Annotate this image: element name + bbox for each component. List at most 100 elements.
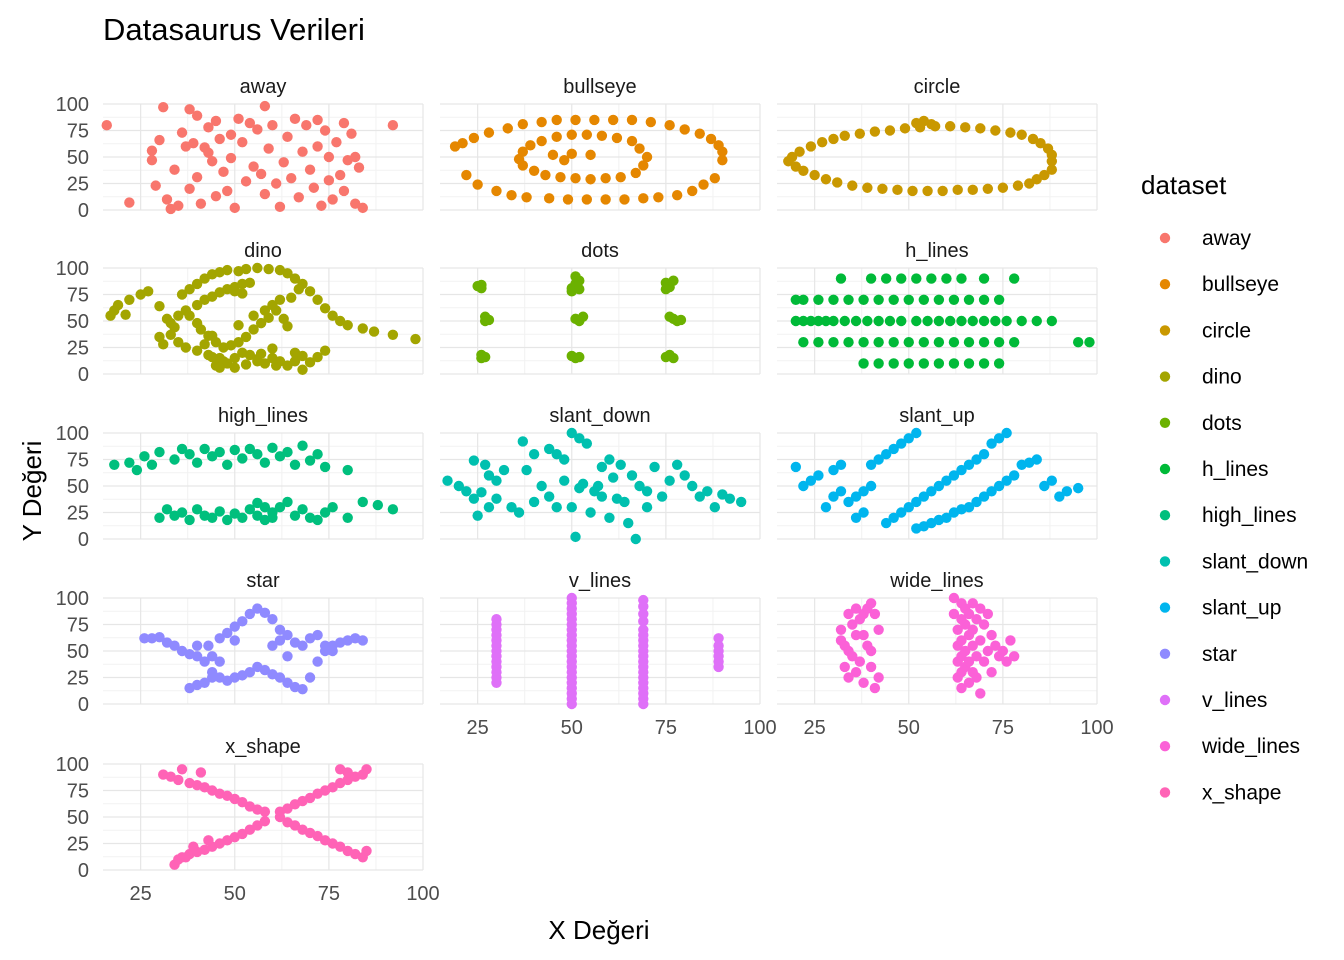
data-point-away: [188, 138, 199, 149]
data-point-slant_up: [963, 502, 975, 513]
data-point-bullseye: [551, 131, 562, 143]
data-point-slant_down: [585, 507, 596, 518]
data-point-bullseye: [547, 149, 559, 161]
data-point-dino: [199, 339, 210, 350]
data-point-circle: [990, 125, 1001, 136]
data-point-bullseye: [540, 169, 551, 181]
data-point-bullseye: [596, 130, 608, 141]
data-point-dino: [173, 337, 184, 348]
data-point-h_lines: [888, 337, 899, 348]
data-point-high_lines: [252, 497, 263, 509]
data-point-h_lines: [798, 294, 809, 305]
data-point-slant_up: [1008, 470, 1020, 481]
data-point-h_lines: [880, 273, 892, 284]
data-point-away: [282, 131, 293, 143]
data-point-away: [259, 100, 271, 112]
data-point-h_lines: [873, 337, 884, 348]
data-point-away: [316, 200, 327, 211]
data-point-dino: [233, 320, 244, 331]
data-point-dino: [304, 357, 316, 368]
facet-strip-label: slant_down: [549, 405, 650, 427]
data-point-slant_up: [978, 449, 990, 460]
data-point-away: [195, 198, 207, 209]
data-point-v_lines: [566, 698, 577, 710]
data-point-dino: [312, 351, 323, 363]
data-point-away: [353, 162, 365, 173]
data-point-slant_up: [993, 433, 1005, 444]
data-point-h_lines: [911, 315, 922, 327]
data-point-slant_down: [536, 480, 547, 492]
data-point-star: [259, 607, 271, 619]
data-point-slant_up: [896, 507, 907, 518]
data-point-bullseye: [626, 135, 638, 147]
data-point-h_lines: [839, 315, 850, 327]
data-point-high_lines: [312, 449, 323, 460]
data-point-high_lines: [154, 446, 165, 458]
data-point-wide_lines: [850, 603, 862, 614]
facet-strip-label: slant_up: [899, 405, 975, 427]
data-point-bullseye: [638, 193, 649, 204]
data-point-slant_up: [888, 443, 899, 455]
data-point-slant_up: [1001, 475, 1012, 486]
data-point-slant_down: [615, 459, 626, 470]
data-point-wide_lines: [847, 619, 858, 630]
data-point-high_lines: [124, 457, 135, 468]
data-point-h_lines: [1072, 337, 1084, 348]
facet-strip-label: v_lines: [569, 570, 631, 592]
data-point-dino: [237, 288, 248, 299]
data-point-wide_lines: [850, 667, 862, 678]
data-point-star: [244, 667, 256, 678]
data-point-wide_lines: [865, 598, 877, 609]
data-point-bullseye: [626, 114, 638, 126]
data-point-star: [319, 640, 331, 651]
data-point-dino: [240, 359, 252, 370]
data-point-circle: [832, 177, 843, 188]
data-point-slant_up: [790, 461, 802, 473]
data-point-slant_down: [551, 449, 562, 460]
legend-key-high_lines: [1159, 510, 1171, 521]
data-point-bullseye: [525, 140, 536, 151]
data-point-high_lines: [244, 504, 256, 515]
data-point-wide_lines: [997, 645, 1009, 657]
data-point-dino: [255, 348, 267, 360]
data-point-away: [203, 122, 214, 133]
facet-strip-label: x_shape: [225, 736, 301, 758]
data-point-slant_up: [926, 486, 937, 497]
data-point-high_lines: [191, 504, 203, 515]
data-point-h_lines: [963, 294, 975, 305]
data-point-x_shape: [361, 764, 372, 775]
data-point-bullseye: [506, 189, 517, 201]
data-point-slant_down: [479, 459, 491, 470]
data-point-slant_up: [903, 502, 914, 513]
data-point-slant_down: [483, 502, 495, 513]
data-point-circle: [899, 123, 911, 134]
data-point-high_lines: [342, 512, 353, 523]
data-point-slant_down: [735, 496, 747, 508]
data-point-high_lines: [282, 446, 293, 458]
data-point-dino: [154, 300, 165, 312]
data-point-bullseye: [536, 135, 547, 147]
data-point-away: [252, 124, 263, 135]
data-point-wide_lines: [975, 635, 986, 646]
data-point-slant_down: [442, 475, 453, 486]
legend-key-slant_down: [1159, 556, 1171, 567]
data-point-bullseye: [653, 192, 664, 203]
data-point-circle: [869, 126, 881, 137]
data-point-high_lines: [199, 443, 210, 455]
data-point-h_lines: [956, 273, 967, 284]
data-point-slant_up: [858, 507, 869, 518]
data-point-dino: [297, 350, 308, 362]
data-point-away: [289, 113, 301, 125]
data-point-wide_lines: [967, 640, 978, 651]
data-point-slant_down: [521, 464, 532, 476]
data-point-slant_up: [1046, 475, 1058, 486]
data-point-high_lines: [274, 502, 286, 513]
data-point-circle: [786, 151, 798, 163]
data-point-away: [154, 134, 165, 146]
legend-title: dataset: [1141, 170, 1227, 200]
data-point-dino: [293, 284, 304, 295]
data-point-high_lines: [214, 506, 225, 517]
legend-label-bullseye: bullseye: [1202, 273, 1279, 296]
data-point-wide_lines: [986, 629, 997, 641]
data-point-circle: [798, 165, 809, 176]
